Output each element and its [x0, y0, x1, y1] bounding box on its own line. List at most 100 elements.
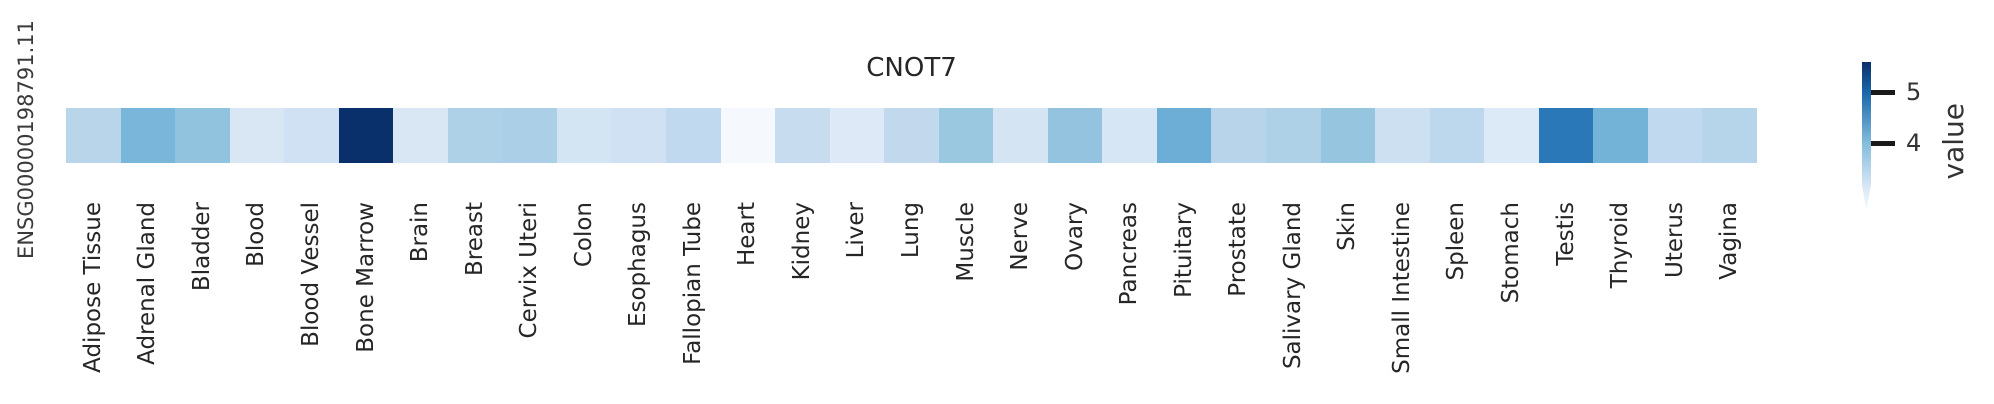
heatmap-cell	[1593, 108, 1648, 163]
heatmap-cell	[666, 108, 721, 163]
colorbar-tick-label-5: 5	[1906, 78, 1922, 106]
colorbar-tick-label-4: 4	[1906, 129, 1922, 157]
x-axis-label-col: Small Intestine	[1375, 202, 1430, 402]
heatmap-cell	[1211, 108, 1267, 163]
heatmap-cell	[1538, 108, 1594, 163]
heatmap-cell	[993, 108, 1048, 163]
heatmap-cell	[502, 108, 557, 163]
colorbar-title-box: value	[1936, 60, 1972, 222]
x-axis-label: Colon	[570, 202, 597, 268]
colorbar-title: value	[1937, 102, 1970, 180]
x-axis-label: Bone Marrow	[352, 202, 379, 353]
heatmap-cell	[611, 108, 667, 163]
colorbar-tick-mark-5	[1871, 90, 1895, 95]
heatmap-cell	[1484, 108, 1539, 163]
x-axis-label-col: Pituitary	[1157, 202, 1212, 402]
heatmap-cell	[884, 108, 939, 163]
x-axis-label-col: Skin	[1321, 202, 1376, 402]
heatmap-cell	[1375, 108, 1430, 163]
heatmap-cell	[1647, 108, 1703, 163]
x-axis-label-col: Spleen	[1430, 202, 1485, 402]
heatmap-cell	[393, 108, 448, 163]
x-axis-label-col: Breast	[448, 202, 503, 402]
heatmap-cell	[338, 108, 394, 163]
heatmap-cell	[447, 108, 503, 163]
heatmap-cell	[775, 108, 830, 163]
x-axis-label: Spleen	[1443, 202, 1470, 281]
x-axis-label-col: Testis	[1539, 202, 1594, 402]
x-axis-label: Skin	[1334, 202, 1361, 251]
x-axis-label-col: Blood	[230, 202, 285, 402]
heatmap-cell	[1702, 108, 1757, 163]
x-axis-label-col: Nerve	[993, 202, 1048, 402]
x-axis-label-col: Esophagus	[611, 202, 666, 402]
heatmap-cell	[1320, 108, 1376, 163]
x-axis-labels: Adipose Tissue Adrenal Gland Bladder Blood B…	[66, 202, 1757, 402]
x-axis-label-col: Prostate	[1211, 202, 1266, 402]
y-axis-label-box: ENSG00000198791.11	[6, 0, 46, 278]
x-axis-label: Adipose Tissue	[79, 202, 106, 373]
x-axis-label: Esophagus	[625, 202, 652, 328]
heatmap-cell	[1047, 108, 1103, 163]
x-axis-label: Kidney	[788, 202, 815, 281]
x-axis-label: Bladder	[188, 202, 215, 292]
heatmap-cell	[720, 108, 776, 163]
x-axis-label-col: Muscle	[939, 202, 994, 402]
colorbar-tick-mark-4	[1871, 141, 1895, 146]
x-axis-label: Testis	[1552, 202, 1579, 266]
x-axis-label: Small Intestine	[1388, 202, 1415, 374]
x-axis-label-col: Bone Marrow	[339, 202, 394, 402]
x-axis-label: Adrenal Gland	[134, 202, 161, 365]
colorbar-gradient	[1862, 62, 1871, 185]
x-axis-label: Pituitary	[1170, 202, 1197, 298]
heatmap-cell	[1156, 108, 1212, 163]
x-axis-label: Blood Vessel	[297, 202, 324, 347]
x-axis-label: Nerve	[1007, 202, 1034, 271]
x-axis-label-col: Adipose Tissue	[66, 202, 121, 402]
x-axis-label: Blood	[243, 202, 270, 267]
x-axis-label: Ovary	[1061, 202, 1088, 271]
heatmap-cell	[284, 108, 339, 163]
colorbar-extend-triangle	[1862, 185, 1871, 211]
heatmap-cell	[175, 108, 230, 163]
x-axis-label-col: Uterus	[1648, 202, 1703, 402]
x-axis-label-col: Cervix Uteri	[502, 202, 557, 402]
x-axis-label: Salivary Gland	[1279, 202, 1306, 370]
heatmap-row	[66, 108, 1757, 163]
heatmap-cell	[829, 108, 885, 163]
x-axis-label: Prostate	[1225, 202, 1252, 297]
x-axis-label-col: Liver	[830, 202, 885, 402]
x-axis-label: Heart	[734, 202, 761, 267]
x-axis-label: Uterus	[1661, 202, 1688, 279]
gene-id-label: ENSG00000198791.11	[13, 19, 38, 259]
x-axis-label: Liver	[843, 202, 870, 259]
x-axis-label: Breast	[461, 202, 488, 276]
heatmap-cell	[1266, 108, 1321, 163]
x-axis-label-col: Salivary Gland	[1266, 202, 1321, 402]
x-axis-label-col: Bladder	[175, 202, 230, 402]
x-axis-label-col: Ovary	[1048, 202, 1103, 402]
x-axis-label-col: Thyroid	[1593, 202, 1648, 402]
x-axis-label-col: Heart	[721, 202, 776, 402]
x-axis-label: Thyroid	[1607, 202, 1634, 289]
x-axis-label-col: Kidney	[775, 202, 830, 402]
x-axis-label-col: Lung	[884, 202, 939, 402]
x-axis-label-col: Brain	[393, 202, 448, 402]
x-axis-label-col: Colon	[557, 202, 612, 402]
heatmap-cell	[66, 108, 121, 163]
x-axis-label-col: Stomach	[1484, 202, 1539, 402]
plot-title: CNOT7	[866, 53, 957, 83]
x-axis-label: Stomach	[1497, 202, 1524, 304]
x-axis-label: Pancreas	[1116, 202, 1143, 306]
x-axis-label-col: Vagina	[1702, 202, 1757, 402]
heatmap-cell	[1429, 108, 1485, 163]
heatmap-cell	[1102, 108, 1157, 163]
heatmap-cell	[938, 108, 994, 163]
x-axis-label: Fallopian Tube	[679, 202, 706, 365]
x-axis-label-col: Pancreas	[1102, 202, 1157, 402]
x-axis-label-col: Fallopian Tube	[666, 202, 721, 402]
x-axis-label: Brain	[407, 202, 434, 263]
x-axis-label-col: Adrenal Gland	[121, 202, 176, 402]
x-axis-label: Muscle	[952, 202, 979, 282]
